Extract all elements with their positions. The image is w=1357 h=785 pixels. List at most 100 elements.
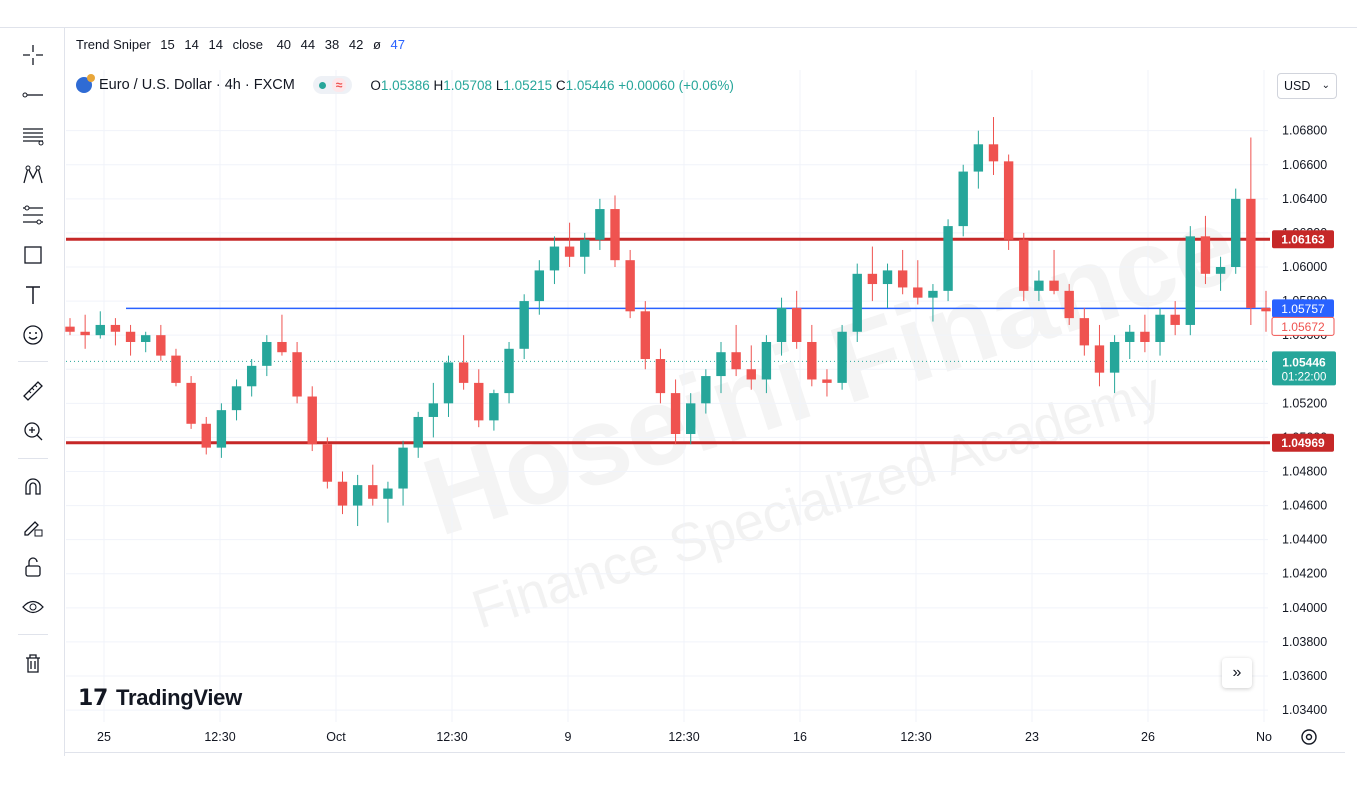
text-icon[interactable] xyxy=(16,278,50,312)
last-price-tag xyxy=(1272,351,1336,386)
candle-body xyxy=(519,301,529,349)
settings-gear-icon[interactable] xyxy=(1298,726,1320,748)
trash-icon[interactable] xyxy=(16,646,50,680)
x-tick-label: 23 xyxy=(1025,730,1039,744)
candle-body xyxy=(474,382,484,421)
countdown-label: 01:22:00 xyxy=(1282,371,1327,383)
market-status-pill[interactable]: ≈ xyxy=(312,76,353,94)
scroll-to-realtime-button[interactable]: » xyxy=(1222,658,1252,688)
x-tick-label: 12:30 xyxy=(204,730,235,744)
tv-logo-mark-icon: 𝟭𝟳 xyxy=(78,685,109,710)
toolbar-separator xyxy=(18,458,48,459)
candle-body xyxy=(428,403,439,417)
candle-body xyxy=(837,331,847,383)
trend-line-icon[interactable] xyxy=(16,78,50,112)
candle-body xyxy=(746,369,756,380)
symbol-legend[interactable]: Euro / U.S. Dollar · 4h · FXCM ≈ O1.0538… xyxy=(76,74,734,94)
candle-body xyxy=(95,324,105,336)
last-price-label: 1.05446 xyxy=(1282,355,1326,369)
currency-select[interactable]: USD ⌄ xyxy=(1277,73,1337,99)
indicator-extra-symbol: ø xyxy=(372,37,381,52)
candle-body xyxy=(489,393,499,421)
candle-body xyxy=(882,270,893,285)
logo-text: TradingView xyxy=(116,685,242,710)
candle-body xyxy=(655,359,666,394)
candle-body xyxy=(1094,345,1105,373)
candle-body xyxy=(897,270,908,288)
pattern-icon[interactable] xyxy=(16,158,50,192)
indicator-name: Trend Sniper xyxy=(76,37,151,52)
candle-body xyxy=(716,352,726,377)
candle-body xyxy=(791,307,802,342)
candle-body xyxy=(595,209,605,240)
time-axis[interactable]: 25 12:30 Oct 12:30 9 12:30 16 12:30 23 26 No xyxy=(97,730,1272,744)
grid xyxy=(66,70,1268,722)
indicator-param: 14 xyxy=(208,37,223,52)
candle-body xyxy=(277,341,287,353)
candle-body xyxy=(1200,236,1211,274)
magnet-icon[interactable] xyxy=(16,470,50,504)
candle-body xyxy=(686,403,696,435)
y-tick-label: 1.03800 xyxy=(1282,635,1327,649)
chevron-down-icon: ⌄ xyxy=(1321,80,1330,91)
y-tick-label: 1.04000 xyxy=(1282,601,1327,615)
emoji-icon[interactable] xyxy=(16,318,50,352)
candle-body xyxy=(776,307,787,342)
candle-body xyxy=(1185,236,1195,325)
zoom-in-icon[interactable] xyxy=(16,414,50,448)
candle-body xyxy=(1140,331,1150,342)
candle-body xyxy=(1019,239,1029,291)
candle-body xyxy=(398,447,408,489)
level-price-label: 1.04969 xyxy=(1281,436,1325,450)
indicator-legend[interactable]: Trend Sniper 15 14 14 close 40 44 38 42 … xyxy=(76,37,411,52)
x-tick-label: 12:30 xyxy=(436,730,467,744)
wave-icon: ≈ xyxy=(331,78,347,92)
symbol-title: Euro / U.S. Dollar · 4h · FXCM xyxy=(99,77,295,93)
candle-body xyxy=(988,144,999,162)
y-tick-label: 1.04400 xyxy=(1282,533,1327,547)
indicator-value: 38 xyxy=(324,37,340,52)
toolbar-separator xyxy=(18,634,48,635)
candle-body xyxy=(625,260,635,312)
candle-body xyxy=(246,365,257,387)
fib-icon[interactable] xyxy=(16,118,50,152)
y-tick-label: 1.06400 xyxy=(1282,192,1327,206)
y-tick-label: 1.04200 xyxy=(1282,567,1327,581)
candle-body xyxy=(670,393,681,435)
unlock-icon[interactable] xyxy=(16,550,50,584)
candle-body xyxy=(913,287,923,298)
candle-body xyxy=(580,239,590,257)
candle-body xyxy=(125,331,136,342)
x-tick-label: 12:30 xyxy=(900,730,931,744)
candle-body xyxy=(867,273,878,285)
indicator-param: close xyxy=(232,37,263,52)
measure-lines-icon[interactable] xyxy=(16,198,50,232)
candle-body xyxy=(1125,331,1135,342)
candle-body xyxy=(171,355,181,383)
eye-icon[interactable] xyxy=(16,590,50,624)
candles xyxy=(65,117,1271,527)
candle-body xyxy=(262,341,272,366)
lock-draw-icon[interactable] xyxy=(16,510,50,544)
ruler-icon[interactable] xyxy=(16,374,50,408)
candle-body xyxy=(731,352,741,370)
x-tick-label: 16 xyxy=(793,730,807,744)
rectangle-icon[interactable] xyxy=(16,238,50,272)
candle-body xyxy=(1246,198,1256,308)
y-tick-label: 1.04600 xyxy=(1282,499,1327,513)
candle-body xyxy=(564,246,575,257)
x-tick-label: 9 xyxy=(565,730,572,744)
extra-price-tag xyxy=(1271,316,1335,336)
toolbar-divider xyxy=(64,28,65,756)
candle-body xyxy=(383,488,393,499)
drawing-toolbar xyxy=(10,34,56,684)
candle-body xyxy=(1155,314,1165,342)
tradingview-logo[interactable]: 𝟭𝟳 TradingView xyxy=(78,685,242,711)
crosshair-icon[interactable] xyxy=(16,38,50,72)
price-axis[interactable]: 1.068001.066001.064001.062001.060001.058… xyxy=(1282,124,1327,717)
candle-body xyxy=(458,362,469,383)
toolbar-separator xyxy=(18,361,48,362)
indicator-value: 44 xyxy=(300,37,316,52)
candle-body xyxy=(973,144,984,172)
